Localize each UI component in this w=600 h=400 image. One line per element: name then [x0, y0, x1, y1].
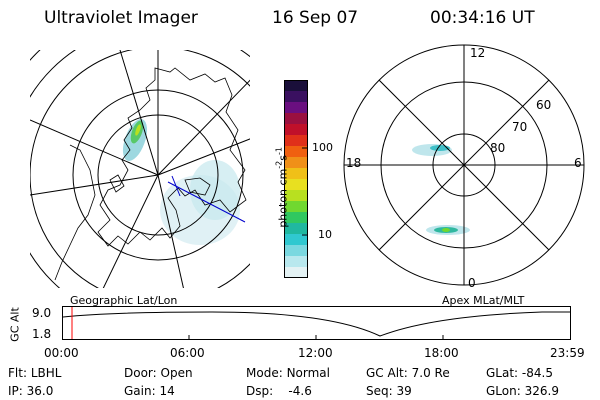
ip-status: IP: 36.0 [8, 384, 54, 398]
time-tick-0000: 00:00 [44, 346, 79, 360]
apex-polar-map [343, 44, 585, 286]
colorbar-stripe [284, 102, 308, 114]
colorbar-stripe [284, 124, 308, 136]
mode-status: Mode: Normal [246, 366, 330, 380]
colorbar-tick-10: 10 [318, 228, 332, 241]
altitude-tick-low: 1.8 [32, 327, 52, 341]
mlt-label-0: 0 [468, 276, 476, 290]
time-tick-1800: 18:00 [424, 346, 459, 360]
right-panel-caption: Apex MLat/MLT [442, 294, 525, 307]
colorbar-stripe [284, 168, 308, 180]
door-status: Door: Open [124, 366, 193, 380]
gain-status: Gain: 14 [124, 384, 175, 398]
mlat-label-60: 60 [536, 98, 552, 112]
altitude-strip-plot [62, 306, 571, 340]
glat-status: GLat: -84.5 [486, 366, 553, 380]
gc-altitude-status: GC Alt: 7.0 Re [366, 366, 450, 380]
colorbar-stripe [284, 223, 308, 235]
observation-date: 16 Sep 07 [272, 8, 359, 28]
colorbar-stripe [284, 190, 308, 202]
mlt-label-12: 12 [470, 46, 486, 60]
sequence-status: Seq: 39 [366, 384, 412, 398]
dsp-status: Dsp: -4.6 [246, 384, 312, 398]
geographic-map [30, 50, 250, 288]
colorbar-stripe [284, 267, 308, 278]
colorbar-stripe [284, 212, 308, 224]
observation-time: 00:34:16 UT [430, 8, 535, 28]
time-tick-2359: 23:59 [550, 346, 585, 360]
colorbar-stripe [284, 157, 308, 169]
colorbar-stripe [284, 234, 308, 246]
colorbar-stripe [284, 245, 308, 257]
colorbar-stripe [284, 179, 308, 191]
time-tick-1200: 12:00 [298, 346, 333, 360]
filter-status: Flt: LBHL [8, 366, 62, 380]
mlt-label-6: 6 [574, 156, 582, 170]
colorbar-stripe [284, 201, 308, 213]
mlat-label-70: 70 [512, 120, 528, 134]
glon-status: GLon: 326.9 [486, 384, 559, 398]
mlt-label-18: 18 [346, 156, 362, 170]
colorbar-stripe [284, 91, 308, 103]
aurora-emission [122, 119, 240, 245]
time-tick-0600: 06:00 [170, 346, 205, 360]
colorbar-tick-100: 100 [312, 141, 333, 154]
colorbar-stripe [284, 80, 308, 92]
altitude-tick-high: 9.0 [32, 306, 52, 320]
mlat-label-80: 80 [490, 141, 506, 155]
instrument-title: Ultraviolet Imager [44, 8, 198, 28]
colorbar-stripe [284, 256, 308, 268]
altitude-axis-label: GC Alt [8, 307, 22, 342]
aurora-oval-emission [412, 144, 470, 235]
intensity-colorbar [284, 80, 308, 278]
left-panel-caption: Geographic Lat/Lon [70, 294, 178, 307]
colorbar-stripe [284, 113, 308, 125]
colorbar-unit-label: photon cm-2s-1 [274, 147, 290, 228]
colorbar-stripe [284, 146, 308, 158]
colorbar-stripe [284, 135, 308, 147]
